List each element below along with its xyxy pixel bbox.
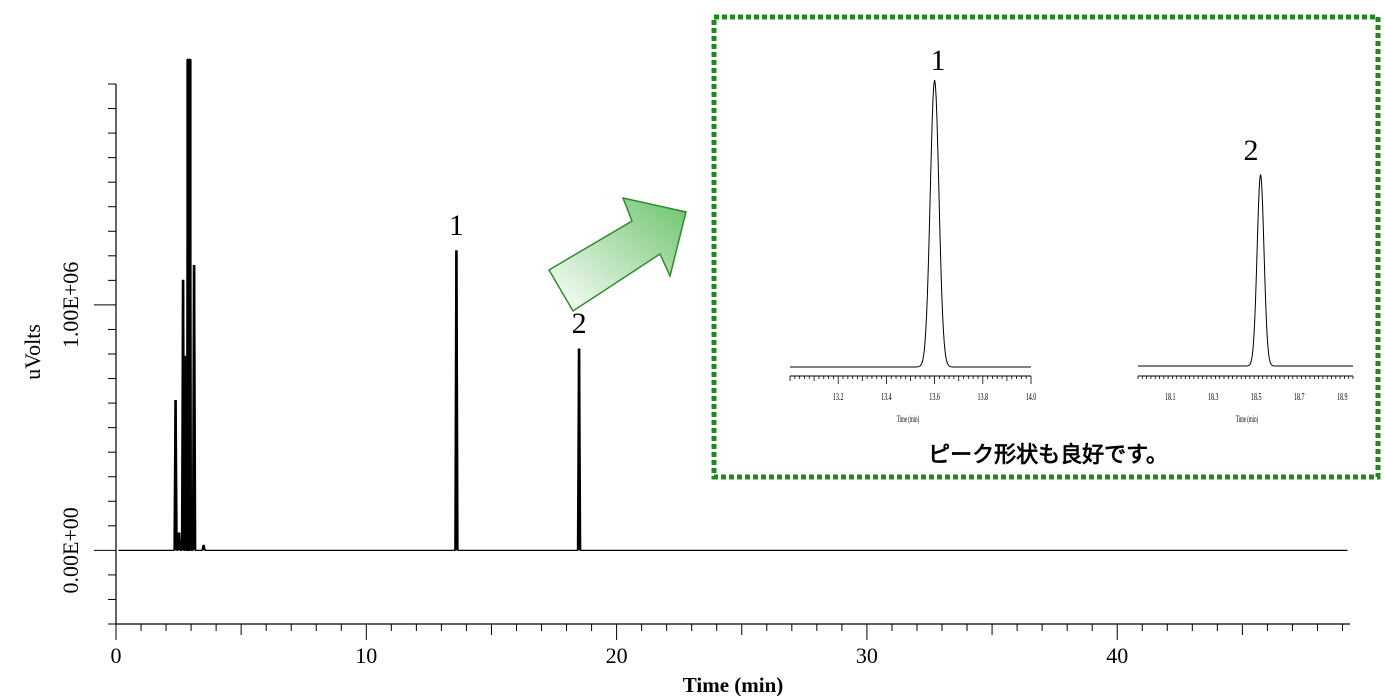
- inset-1-peak-label: 1: [931, 44, 946, 77]
- inset-1-ticks: [789, 376, 1032, 384]
- inset-tick-label: 18.7: [1294, 390, 1305, 402]
- x-tick-label: 20: [606, 643, 628, 668]
- y-axis-title: uVolts: [20, 324, 45, 380]
- y-tick-label: 1.00E+06: [58, 262, 83, 348]
- inset-zoom-box: 13.2 13.4 13.6 13.8 14.0 Time (min) 1 18.1 18…: [711, 14, 1381, 480]
- inset-1-x-title: Time (min): [897, 415, 920, 425]
- inset-trace-peak-2: [1138, 174, 1353, 367]
- inset-border: [711, 14, 1381, 480]
- inset-tick-label: 13.2: [833, 390, 844, 402]
- peak-label: 2: [572, 307, 587, 340]
- inset-2-tick-labels: 18.1 18.3 18.5 18.7 18.9: [1165, 390, 1348, 402]
- peak-label: 1: [449, 209, 464, 242]
- x-tick-label: 40: [1106, 643, 1128, 668]
- inset-tick-label: 18.9: [1337, 390, 1348, 402]
- y-axis-ticks: [94, 83, 116, 625]
- y-tick-labels: 0.00E+00 1.00E+06: [58, 262, 83, 594]
- x-tick-label: 10: [355, 643, 377, 668]
- inset-tick-label: 13.4: [881, 390, 892, 402]
- inset-2-peak-label: 2: [1244, 134, 1259, 167]
- arrow-icon: [547, 196, 687, 313]
- x-tick-label: 0: [111, 643, 122, 668]
- inset-caption: ピーク形状も良好です。: [928, 442, 1168, 468]
- inset-2-x-title: Time (min): [1236, 415, 1259, 425]
- inset-trace-peak-1: [790, 79, 1031, 368]
- x-axis-ticks: [115, 624, 1343, 640]
- inset-2-ticks: [1137, 376, 1354, 379]
- x-tick-label: 30: [856, 643, 878, 668]
- inset-tick-label: 18.1: [1165, 390, 1176, 402]
- y-tick-label: 0.00E+00: [58, 507, 83, 593]
- inset-tick-label: 14.0: [1026, 390, 1037, 402]
- peak-annotations: 12: [449, 209, 587, 340]
- inset-chart-peak-1: 13.2 13.4 13.6 13.8 14.0 Time (min) 1: [789, 44, 1037, 425]
- inset-tick-label: 13.6: [929, 390, 940, 402]
- inset-tick-label: 18.3: [1208, 390, 1219, 402]
- inset-1-tick-labels: 13.2 13.4 13.6 13.8 14.0: [833, 390, 1037, 402]
- inset-tick-label: 13.8: [978, 390, 989, 402]
- main-chromatogram: 0 10 20 30 40 0.00E+001.00E+06 12 Time (min)…: [20, 58, 1350, 696]
- x-tick-labels: 0 10 20 30 40: [111, 643, 1129, 668]
- inset-tick-label: 18.5: [1251, 390, 1262, 402]
- inset-chart-peak-2: 18.1 18.3 18.5 18.7 18.9 Time (min) 2: [1137, 134, 1354, 425]
- x-axis-title: Time (min): [683, 673, 784, 696]
